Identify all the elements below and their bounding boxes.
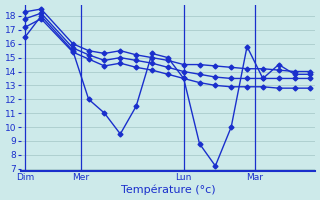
X-axis label: Température (°c): Température (°c) bbox=[121, 185, 215, 195]
